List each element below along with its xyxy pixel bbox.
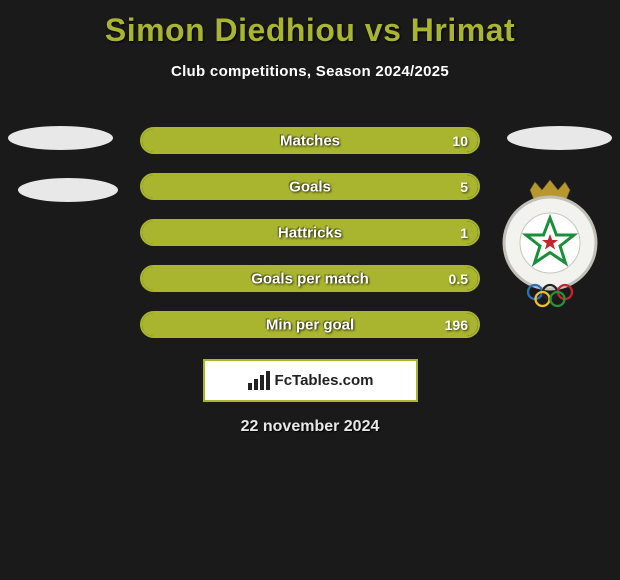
stat-bar: Matches 10 — [140, 127, 480, 154]
stat-bar: Hattricks 1 — [140, 219, 480, 246]
stat-row: Goals per match 0.5 — [0, 264, 620, 293]
brand-link[interactable]: FcTables.com — [203, 359, 418, 402]
stat-label: Goals per match — [251, 270, 369, 287]
stat-value-right: 1 — [460, 225, 468, 241]
stat-row: Hattricks 1 — [0, 218, 620, 247]
stat-value-right: 10 — [452, 133, 468, 149]
stat-row: Min per goal 196 — [0, 310, 620, 339]
stat-label: Matches — [280, 132, 340, 149]
stat-value-right: 196 — [445, 317, 468, 333]
stat-bar: Min per goal 196 — [140, 311, 480, 338]
bar-chart-icon — [247, 371, 271, 391]
comparison-card: Simon Diedhiou vs Hrimat Club competitio… — [0, 0, 620, 580]
stat-label: Hattricks — [278, 224, 342, 241]
stat-label: Min per goal — [266, 316, 354, 333]
stat-label: Goals — [289, 178, 331, 195]
stat-value-right: 5 — [460, 179, 468, 195]
stat-row: Matches 10 — [0, 126, 620, 155]
stat-row: Goals 5 — [0, 172, 620, 201]
stat-value-right: 0.5 — [449, 271, 468, 287]
brand-text: FcTables.com — [275, 372, 374, 389]
stat-bar: Goals per match 0.5 — [140, 265, 480, 292]
stat-bar: Goals 5 — [140, 173, 480, 200]
page-title: Simon Diedhiou vs Hrimat — [105, 12, 515, 49]
date-text: 22 november 2024 — [241, 418, 380, 436]
page-subtitle: Club competitions, Season 2024/2025 — [171, 63, 449, 80]
